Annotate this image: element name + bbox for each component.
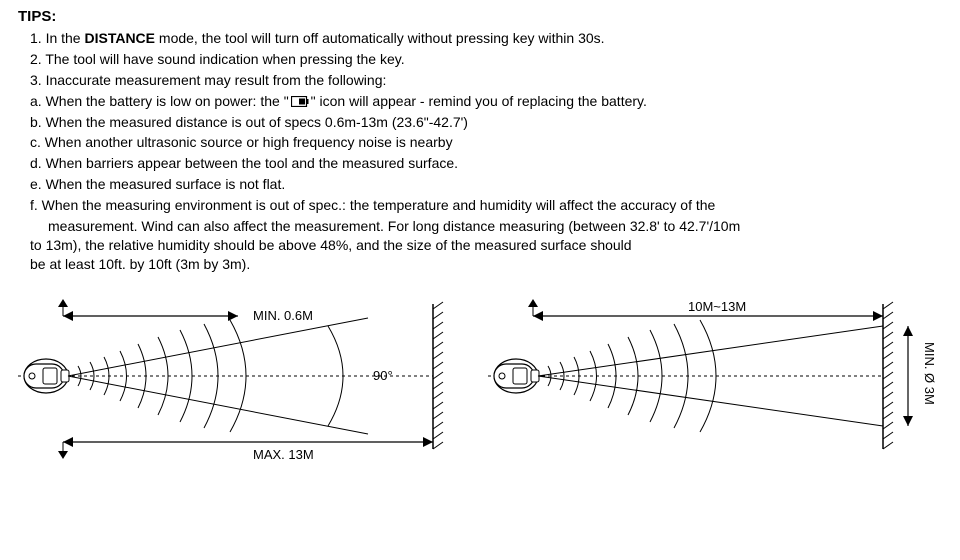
tip-1-pre: 1. In the	[30, 30, 84, 46]
tip-f-3: to 13m), the relative humidity should be…	[18, 236, 942, 255]
max-label: MAX. 13M	[253, 447, 314, 462]
tip-1-bold: DISTANCE	[84, 30, 155, 46]
tip-2: 2. The tool will have sound indication w…	[18, 50, 942, 69]
tip-e: e. When the measured surface is not flat…	[18, 175, 942, 194]
wall-right	[883, 302, 893, 449]
diagram-right: 10M~13M	[488, 294, 938, 464]
tip-a: a. When the battery is low on power: the…	[18, 92, 942, 111]
min-label: MIN. 0.6M	[253, 308, 313, 323]
diagram-row: MIN. 0.6M 90°	[18, 294, 942, 464]
tool-icon	[24, 359, 69, 393]
battery-icon	[291, 96, 309, 107]
tip-1-post: mode, the tool will turn off automatical…	[155, 30, 605, 46]
tip-d: d. When barriers appear between the tool…	[18, 154, 942, 173]
tip-3: 3. Inaccurate measurement may result fro…	[18, 71, 942, 90]
angle-label: 90°	[373, 368, 393, 383]
tool-icon-2	[494, 359, 539, 393]
tip-1: 1. In the DISTANCE mode, the tool will t…	[18, 29, 942, 48]
diagram-left: MIN. 0.6M 90°	[18, 294, 458, 464]
wall-left	[433, 302, 443, 449]
tip-a-pre: a. When the battery is low on power: the…	[30, 93, 289, 109]
surface-label: MIN. Ø 3M	[922, 342, 937, 405]
tip-f-1: f. When the measuring environment is out…	[18, 196, 942, 215]
tip-a-post: " icon will appear - remind you of repla…	[311, 93, 647, 109]
tip-f-2: measurement. Wind can also affect the me…	[18, 217, 942, 236]
tip-f-4: be at least 10ft. by 10ft (3m by 3m).	[18, 255, 942, 274]
tip-c: c. When another ultrasonic source or hig…	[18, 133, 942, 152]
tip-b: b. When the measured distance is out of …	[18, 113, 942, 132]
range-label: 10M~13M	[688, 299, 746, 314]
tips-heading: TIPS:	[18, 8, 942, 25]
